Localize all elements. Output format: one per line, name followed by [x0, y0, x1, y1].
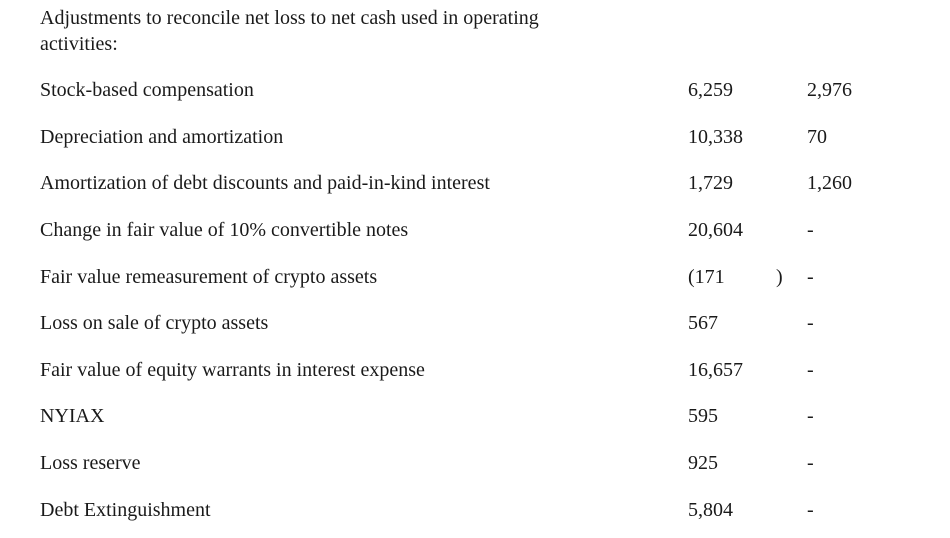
- current-period-value: 5,804: [688, 498, 733, 521]
- section-heading-line-1: Adjustments to reconcile net loss to net…: [40, 7, 539, 29]
- prior-period-value: -: [807, 498, 814, 521]
- current-period-value: (171: [688, 265, 725, 288]
- row-label: Depreciation and amortization: [40, 125, 284, 148]
- table-row: Debt Extinguishment 5,804 -: [0, 486, 950, 533]
- table-row: Amortization of debt discounts and paid-…: [0, 160, 950, 207]
- row-label: Change in fair value of 10% convertible …: [40, 219, 409, 242]
- row-label: NYIAX: [40, 405, 105, 428]
- current-period-value: 567: [688, 312, 718, 335]
- prior-period-value: -: [807, 452, 814, 475]
- current-period-value: 595: [688, 405, 718, 428]
- table-row: NYIAX 595 -: [0, 393, 950, 440]
- prior-period-value: 70: [807, 125, 827, 148]
- section-heading-line-2: activities:: [40, 33, 118, 55]
- current-period-value: 20,604: [688, 219, 743, 242]
- prior-period-value: -: [807, 265, 814, 288]
- prior-period-value: -: [807, 219, 814, 242]
- current-period-value: 16,657: [688, 358, 743, 381]
- prior-period-value: -: [807, 358, 814, 381]
- row-label: Fair value of equity warrants in interes…: [40, 358, 425, 381]
- prior-period-value: -: [807, 312, 814, 335]
- row-label: Amortization of debt discounts and paid-…: [40, 172, 490, 195]
- current-period-value: 6,259: [688, 79, 733, 102]
- table-row: Loss on sale of crypto assets 567 -: [0, 300, 950, 347]
- row-label: Fair value remeasurement of crypto asset…: [40, 265, 378, 288]
- prior-period-value: 2,976: [807, 79, 852, 102]
- adjustments-table: Stock-based compensation 6,259 2,976 Dep…: [0, 67, 950, 533]
- financial-statement-page: Adjustments to reconcile net loss to net…: [0, 5, 950, 538]
- table-row: Depreciation and amortization 10,338 70: [0, 114, 950, 161]
- current-period-value: 10,338: [688, 125, 743, 148]
- prior-period-value: 1,260: [807, 172, 852, 195]
- table-row: Loss reserve 925 -: [0, 440, 950, 487]
- table-row: Change in fair value of 10% convertible …: [0, 207, 950, 254]
- current-period-value: 1,729: [688, 172, 733, 195]
- row-label: Stock-based compensation: [40, 79, 254, 102]
- table-row: Stock-based compensation 6,259 2,976: [0, 67, 950, 114]
- current-period-value: 925: [688, 452, 718, 475]
- row-label: Debt Extinguishment: [40, 498, 211, 521]
- table-row: Fair value of equity warrants in interes…: [0, 347, 950, 394]
- closing-paren: ): [776, 265, 783, 288]
- row-label: Loss reserve: [40, 452, 141, 475]
- table-row: Fair value remeasurement of crypto asset…: [0, 253, 950, 300]
- section-heading: Adjustments to reconcile net loss to net…: [40, 5, 640, 57]
- prior-period-value: -: [807, 405, 814, 428]
- row-label: Loss on sale of crypto assets: [40, 312, 269, 335]
